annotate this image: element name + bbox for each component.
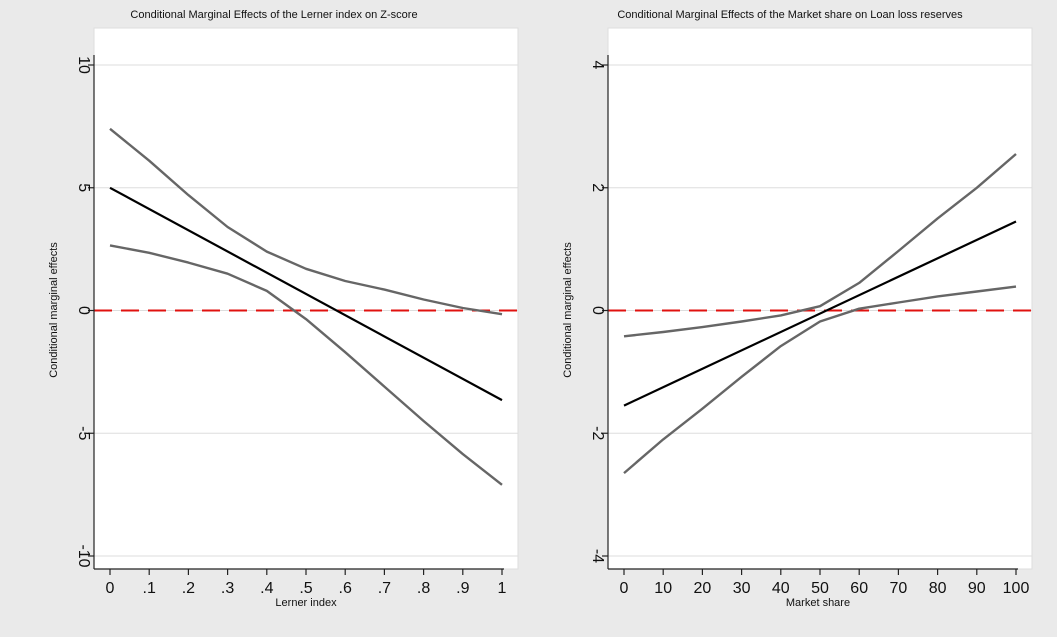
confidence-lower-line [623, 285, 1017, 475]
x-tick-label: .2 [182, 580, 195, 597]
x-tick-label: .9 [456, 580, 469, 597]
grid-lines [608, 64, 1032, 557]
x-tick-label: 0 [106, 580, 115, 597]
x-tick-label: 10 [654, 580, 672, 597]
x-tick-label: .8 [417, 580, 430, 597]
x-tick-label: .5 [299, 580, 312, 597]
panel-lerner-zscore: Conditional Marginal Effects of the Lern… [48, 9, 519, 609]
y-tick-label: 0 [75, 306, 92, 315]
axes [88, 55, 504, 575]
x-tick-label: 60 [850, 580, 868, 597]
x-tick-label: .7 [378, 580, 391, 597]
y-tick-label: 5 [75, 183, 92, 192]
confidence-upper-line [109, 127, 503, 316]
panel-marketshare-llr: Conditional Marginal Effects of the Mark… [562, 9, 1033, 609]
y-tick-label: -4 [589, 549, 606, 563]
y-tick-label: -2 [589, 426, 606, 440]
y-tick-label: 4 [589, 61, 606, 70]
confidence-lower-line [109, 244, 503, 486]
x-tick-label: 80 [929, 580, 947, 597]
y-tick-label: 0 [589, 306, 606, 315]
x-tick-label: .4 [260, 580, 273, 597]
chart-title: Conditional Marginal Effects of the Lern… [130, 9, 417, 21]
x-tick-label: 90 [968, 580, 986, 597]
y-tick-label: -10 [75, 544, 92, 567]
x-tick-label: .1 [143, 580, 156, 597]
x-tick-label: .3 [221, 580, 234, 597]
y-tick-label: 10 [75, 56, 92, 74]
y-tick-label: -5 [75, 426, 92, 440]
y-axis-label: Conditional marginal effects [562, 242, 574, 378]
y-tick-label: 2 [589, 183, 606, 192]
x-tick-label: 50 [811, 580, 829, 597]
plot-area [607, 27, 1033, 570]
x-tick-label: 0 [620, 580, 629, 597]
x-tick-label: 1 [498, 580, 507, 597]
x-tick-label: 100 [1003, 580, 1030, 597]
series-lines [94, 127, 518, 486]
marginal-effect-line [623, 220, 1017, 407]
marginal-effect-line [109, 186, 503, 402]
confidence-upper-line [623, 153, 1017, 338]
x-tick-label: .6 [339, 580, 352, 597]
x-tick-label: 40 [772, 580, 790, 597]
x-axis-label: Lerner index [275, 597, 337, 609]
chart-title: Conditional Marginal Effects of the Mark… [617, 9, 963, 21]
x-tick-label: 70 [890, 580, 908, 597]
x-tick-label: 20 [694, 580, 712, 597]
tick-labels: -10 -5 0 5 10 0 .1 .2 .3 .4 .5 .6 .7 .8 .9 1 [75, 56, 507, 597]
y-axis-label: Conditional marginal effects [48, 242, 60, 378]
series-lines [608, 153, 1032, 475]
x-axis-label: Market share [786, 597, 850, 609]
axes [602, 55, 1018, 575]
x-tick-label: 30 [733, 580, 751, 597]
plot-area [93, 27, 519, 570]
